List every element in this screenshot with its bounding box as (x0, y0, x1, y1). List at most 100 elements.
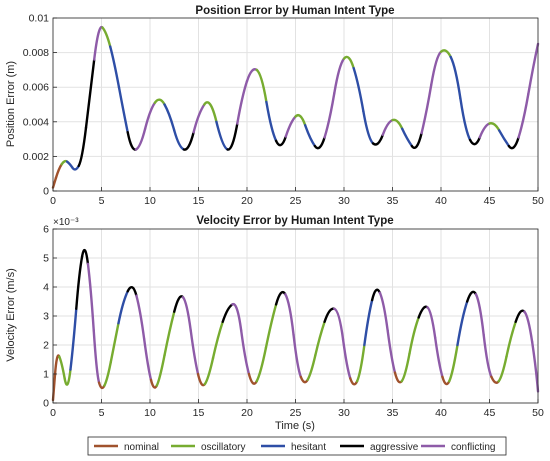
y-tick-label: 0 (43, 398, 49, 410)
legend-label-hesitant: hesitant (291, 442, 326, 453)
curve-segment (265, 100, 278, 143)
curve-segment (143, 101, 157, 130)
curve-segment (226, 122, 239, 151)
position-error-axes: Position Error by Human Intent Type Posi… (5, 5, 544, 207)
x-tick-label: 50 (532, 407, 544, 419)
curve-segment (84, 58, 96, 130)
curve-segment (313, 136, 326, 150)
curve-segment (69, 307, 78, 371)
curve-segment (211, 320, 224, 360)
curve-segment (449, 55, 462, 100)
curve-segment (255, 68, 268, 104)
y-tick-label: 0.004 (23, 116, 49, 128)
curve-segment (63, 368, 72, 386)
curve-segment (134, 127, 147, 151)
x-tick-label: 45 (484, 407, 496, 419)
x-tick-label: 0 (50, 195, 56, 207)
curve-segment (408, 316, 420, 355)
curve-segment (355, 343, 366, 383)
curve-segment (488, 122, 501, 132)
x-tick-label: 10 (144, 195, 156, 207)
curve-segment (430, 50, 443, 86)
curve-segment (456, 300, 469, 347)
curve-segment (92, 329, 101, 384)
legend-entry-nominal: nominal (94, 442, 159, 453)
curve-segment (352, 66, 365, 113)
legend-box (87, 436, 507, 456)
velocity-error-exponent: ×10⁻³ (53, 217, 79, 228)
y-tick-label: 6 (43, 224, 49, 236)
curve-segment (505, 320, 517, 358)
curve-segment (401, 127, 414, 148)
curve-segment (333, 307, 345, 341)
curve-segment (80, 248, 90, 265)
curve-segment (370, 288, 382, 302)
curve-segment (117, 86, 129, 134)
x-tick-label: 15 (193, 407, 205, 419)
x-tick-label: 0 (50, 407, 56, 419)
curve-segment (362, 110, 375, 145)
y-tick-label: 3 (43, 311, 49, 323)
velocity-error-axes: Velocity Error by Human Intent Type Velo… (5, 215, 544, 432)
legend-label-oscillatory: oscillatory (201, 442, 245, 453)
curve-segment (292, 333, 303, 379)
x-tick-label: 40 (435, 195, 447, 207)
x-tick-label: 15 (193, 195, 205, 207)
curve-segment (126, 286, 138, 297)
curve-segment (459, 97, 472, 142)
velocity-error-curve (51, 248, 540, 402)
x-tick-label: 50 (532, 195, 544, 207)
curve-segment (527, 42, 540, 96)
curve-segment (181, 295, 192, 332)
x-tick-label: 30 (338, 195, 350, 207)
x-tick-label: 45 (484, 195, 496, 207)
curve-segment (155, 353, 166, 387)
curve-segment (474, 293, 485, 337)
legend-entry-aggressive: aggressive (340, 442, 419, 453)
curve-segment (255, 346, 268, 383)
legend-entry-conflicting: conflicting (421, 442, 495, 453)
curve-segment (323, 92, 336, 139)
legend-label-nominal: nominal (124, 442, 159, 453)
velocity-error-ylabel: Velocity Error (m/s) (5, 268, 17, 362)
curve-segment (77, 126, 88, 168)
curve-segment (231, 302, 243, 332)
curve-segment (192, 103, 206, 134)
position-error-ylabel: Position Error (m) (5, 61, 17, 147)
curve-segment (304, 124, 317, 148)
curve-segment (203, 356, 215, 386)
curve-segment (378, 291, 389, 332)
curve-segment (523, 310, 534, 344)
curve-segment (294, 114, 307, 127)
curve-segment (507, 136, 520, 150)
curve-segment (433, 336, 444, 379)
curve-segment (103, 361, 112, 387)
curve-segment (386, 329, 397, 374)
curve-segment (264, 303, 278, 350)
x-tick-label: 20 (241, 407, 253, 419)
curve-segment (341, 338, 352, 380)
curve-segment (517, 92, 530, 139)
curve-segment (109, 45, 121, 89)
curve-segment (163, 103, 176, 132)
curve-segment (420, 83, 433, 135)
curve-segment (439, 49, 452, 59)
curve-segment (58, 355, 66, 380)
curve-segment (163, 310, 176, 357)
curve-segment (153, 98, 166, 106)
curve-segment (342, 55, 355, 70)
curve-segment (410, 131, 423, 150)
curve-segment (400, 352, 411, 383)
y-tick-label: 1 (43, 369, 49, 381)
curve-segment (498, 129, 511, 148)
curve-segment (497, 355, 508, 383)
velocity-error-xlabel: Time (s) (275, 420, 315, 432)
position-error-ticks: 0 5 10 15 20 25 30 35 40 45 50 0 0.002 0.004 0.006 0.00… (23, 13, 544, 208)
curve-segment (306, 353, 317, 381)
curve-segment (274, 135, 287, 147)
curve-segment (135, 294, 146, 341)
y-tick-label: 4 (43, 282, 49, 294)
